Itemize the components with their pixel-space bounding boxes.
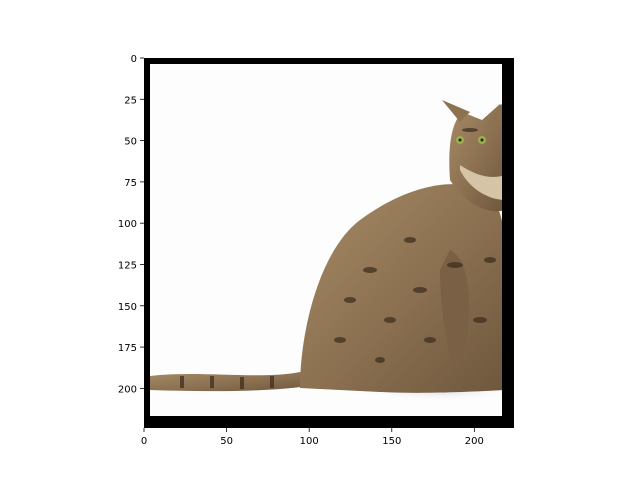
y-tick-label: 75: [124, 178, 137, 189]
cat-ear-left: [442, 100, 470, 122]
x-tick-label: 50: [220, 436, 233, 447]
y-tick-label: 25: [124, 95, 137, 106]
y-tick-label: 175: [118, 343, 137, 354]
y-tick-label: 50: [124, 137, 137, 148]
y-tick-label: 100: [118, 219, 137, 230]
x-tick-label: 100: [300, 436, 319, 447]
x-tick-label: 0: [141, 436, 147, 447]
x-tick-label: 200: [465, 436, 484, 447]
x-axis: 0 50 100 150 200: [141, 428, 484, 447]
x-tick-label: 150: [382, 436, 401, 447]
cat-spots: [180, 128, 496, 389]
y-tick-label: 0: [131, 54, 137, 65]
y-axis: 0 25 50 75 100 125 150 175 200: [118, 54, 144, 395]
image-panel: [144, 58, 514, 428]
y-tick-label: 125: [118, 260, 137, 271]
cat-front-leg: [440, 250, 469, 361]
y-tick-label: 150: [118, 302, 137, 313]
cat-illustration: [150, 100, 502, 402]
cat-ear-right: [488, 103, 502, 127]
cat-tail: [150, 372, 320, 392]
y-tick-label: 200: [118, 384, 137, 395]
